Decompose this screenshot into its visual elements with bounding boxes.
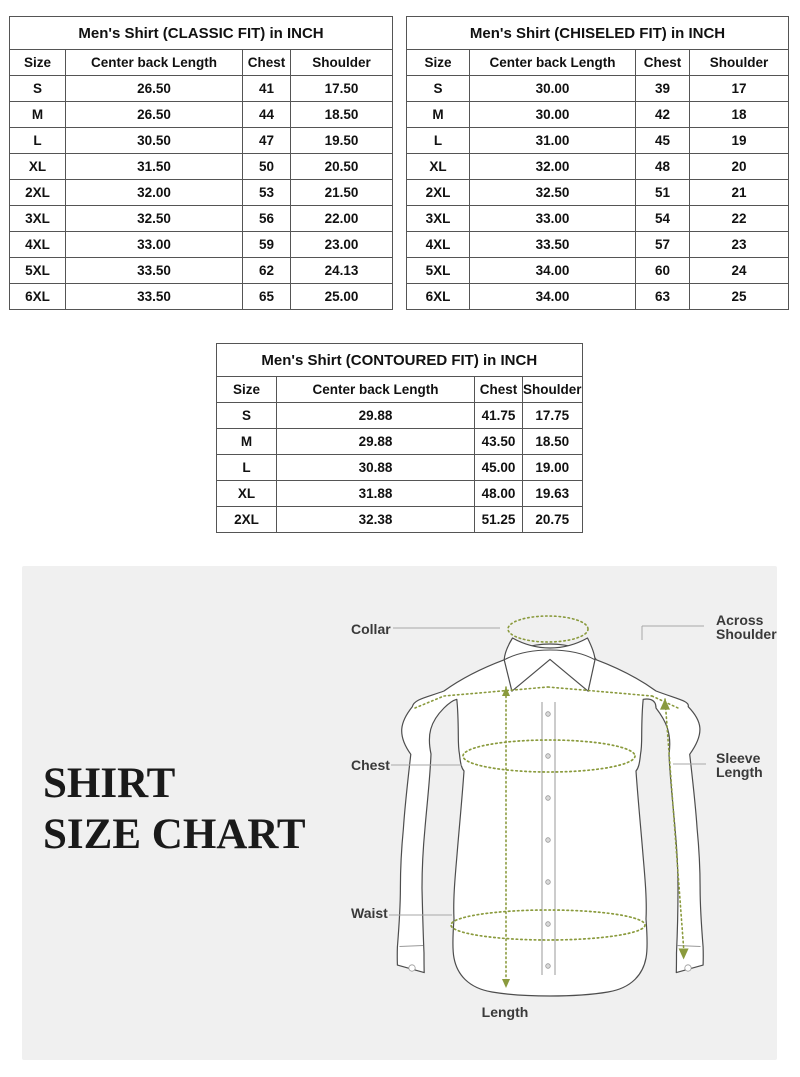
svg-text:Length: Length [482,1004,529,1020]
svg-text:Shoulder: Shoulder [716,626,777,642]
svg-text:Length: Length [716,764,763,780]
svg-text:Waist: Waist [351,905,388,921]
svg-text:Collar: Collar [351,621,391,637]
svg-text:Chest: Chest [351,757,390,773]
